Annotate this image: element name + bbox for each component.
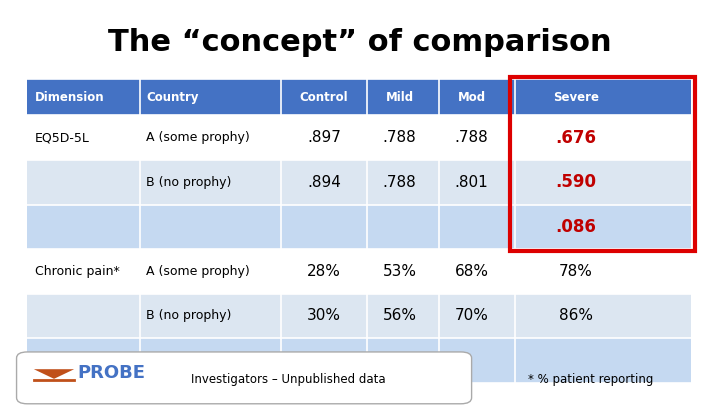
Text: EQ5D-5L: EQ5D-5L [35,131,89,144]
Text: A (some prophy): A (some prophy) [146,131,250,144]
FancyBboxPatch shape [17,352,472,404]
FancyBboxPatch shape [27,205,691,249]
Text: .894: .894 [307,175,341,190]
Text: 68%: 68% [454,264,489,279]
Text: .676: .676 [556,129,596,147]
Text: .801: .801 [455,175,488,190]
Text: .590: .590 [556,173,596,191]
FancyBboxPatch shape [27,115,691,160]
FancyBboxPatch shape [27,249,691,294]
Text: Dimension: Dimension [35,91,104,104]
Text: 53%: 53% [382,264,417,279]
Text: .788: .788 [383,130,416,145]
Text: A (some prophy): A (some prophy) [146,265,250,278]
Text: The “concept” of comparison: The “concept” of comparison [108,28,612,57]
Text: 30%: 30% [307,308,341,324]
Text: Severe: Severe [553,91,599,104]
Text: 28%: 28% [307,264,341,279]
Text: Country: Country [146,91,199,104]
Polygon shape [34,369,74,379]
FancyBboxPatch shape [27,294,691,338]
Text: 56%: 56% [382,308,417,324]
Text: 70%: 70% [454,308,489,324]
Text: Mod: Mod [457,91,486,104]
Text: * % patient reporting: * % patient reporting [528,373,653,386]
Text: .086: .086 [556,218,596,236]
FancyBboxPatch shape [27,338,691,383]
Text: .788: .788 [383,175,416,190]
Text: B (no prophy): B (no prophy) [146,309,232,322]
Text: B (no prophy): B (no prophy) [146,176,232,189]
Text: Control: Control [300,91,348,104]
Text: Investigators – Unpublished data: Investigators – Unpublished data [191,373,385,386]
Text: Chronic pain*: Chronic pain* [35,265,120,278]
FancyBboxPatch shape [27,79,691,115]
FancyBboxPatch shape [27,160,691,205]
Text: 78%: 78% [559,264,593,279]
Text: PROBE: PROBE [77,364,145,382]
Text: .897: .897 [307,130,341,145]
Text: .788: .788 [455,130,488,145]
Text: Mild: Mild [385,91,414,104]
Text: 86%: 86% [559,308,593,324]
